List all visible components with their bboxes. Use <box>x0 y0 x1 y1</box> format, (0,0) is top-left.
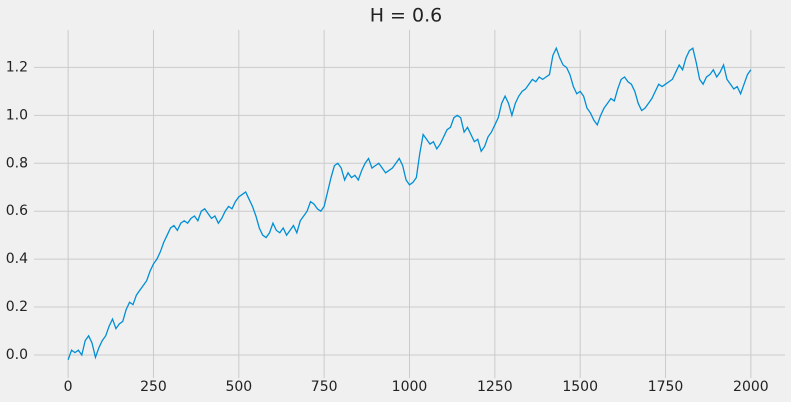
x-tick-label: 500 <box>225 379 252 395</box>
y-tick-label: 0.8 <box>6 155 28 171</box>
x-tick-label: 1250 <box>477 379 513 395</box>
y-tick-label: 1.0 <box>6 107 28 123</box>
y-tick-label: 0.0 <box>6 347 28 363</box>
x-tick-label: 1500 <box>562 379 598 395</box>
y-tick-label: 0.4 <box>6 251 28 267</box>
x-tick-label: 250 <box>140 379 167 395</box>
x-tick-label: 750 <box>311 379 338 395</box>
y-tick-label: 1.2 <box>6 59 28 75</box>
y-tick-label: 0.6 <box>6 203 28 219</box>
x-tick-label: 0 <box>64 379 73 395</box>
chart-title: H = 0.6 <box>370 5 443 27</box>
data-line <box>67 46 752 361</box>
x-tick-label: 1750 <box>648 379 684 395</box>
y-tick-label: 0.2 <box>6 299 28 315</box>
x-tick-label: 2000 <box>733 379 769 395</box>
x-tick-label: 1000 <box>392 379 428 395</box>
